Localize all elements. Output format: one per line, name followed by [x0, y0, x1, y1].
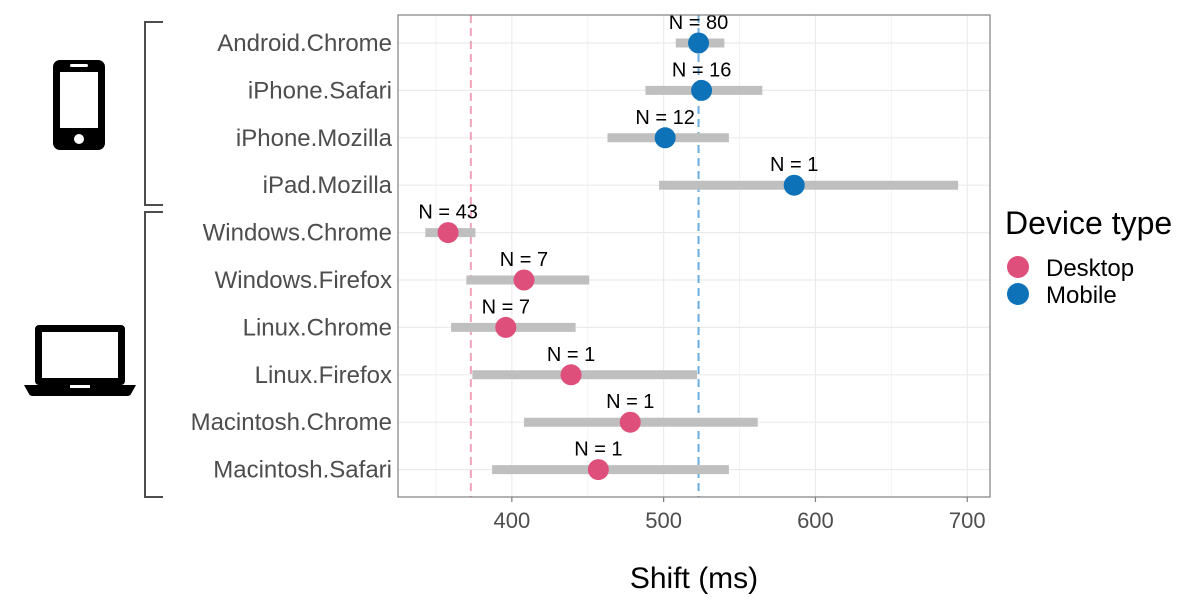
data-point: [619, 411, 641, 433]
category-label: Windows.Chrome: [203, 220, 392, 247]
category-label: Macintosh.Chrome: [191, 409, 392, 436]
legend: Device type Desktop Mobile: [1005, 205, 1172, 309]
category-label: iPhone.Safari: [248, 77, 392, 104]
x-axis-title: Shift (ms): [630, 562, 758, 595]
category-label: iPad.Mozilla: [263, 172, 393, 199]
sample-size-label: N = 43: [418, 202, 477, 224]
sample-size-label: N = 16: [672, 59, 731, 81]
sample-size-labels: N = 80 N = 16 N = 12 N = 1 N = 43 N = 7 N = 7 N…: [418, 12, 818, 461]
category-label: Android.Chrome: [217, 30, 392, 57]
data-point: [587, 459, 609, 481]
data-point: [691, 79, 713, 101]
sample-size-label: N = 1: [547, 344, 595, 366]
intervals: [425, 38, 959, 475]
data-point: [437, 222, 459, 244]
x-tick-label: 400: [493, 508, 530, 533]
x-tick-label: 700: [949, 508, 986, 533]
mobile-group-bracket: [144, 21, 163, 206]
data-point: [560, 364, 582, 386]
sample-size-label: N = 80: [669, 12, 728, 34]
sample-size-label: N = 1: [574, 439, 622, 461]
legend-desktop-swatch: [1007, 256, 1029, 278]
laptop-icon: [24, 325, 136, 396]
x-tick-label: 500: [645, 508, 682, 533]
category-labels: Android.Chrome iPhone.Safari iPhone.Mozill…: [191, 30, 393, 484]
legend-mobile-swatch: [1007, 283, 1029, 305]
sample-size-label: N = 12: [635, 107, 694, 129]
legend-mobile-label: Mobile: [1046, 282, 1117, 309]
data-point: [495, 316, 517, 338]
x-tick-label: 600: [797, 508, 834, 533]
sample-size-label: N = 7: [482, 296, 530, 318]
legend-desktop-label: Desktop: [1046, 255, 1134, 282]
legend-title: Device type: [1005, 205, 1172, 241]
category-label: iPhone.Mozilla: [236, 125, 393, 152]
sample-size-label: N = 1: [606, 391, 654, 413]
category-label: Macintosh.Safari: [213, 457, 392, 484]
data-point: [783, 174, 805, 196]
sample-size-label: N = 7: [500, 249, 548, 271]
desktop-group-bracket: [144, 211, 163, 498]
data-point: [654, 127, 676, 149]
data-point: [513, 269, 535, 291]
smartphone-icon: [53, 60, 105, 150]
category-label: Linux.Chrome: [243, 314, 392, 341]
sample-size-label: N = 1: [770, 154, 818, 176]
category-label: Linux.Firefox: [255, 362, 392, 389]
panel-border: [397, 14, 991, 498]
data-point: [688, 32, 710, 54]
points: [437, 32, 805, 481]
x-axis-ticks: 400 500 600 700: [493, 497, 986, 533]
category-label: Windows.Firefox: [215, 267, 392, 294]
